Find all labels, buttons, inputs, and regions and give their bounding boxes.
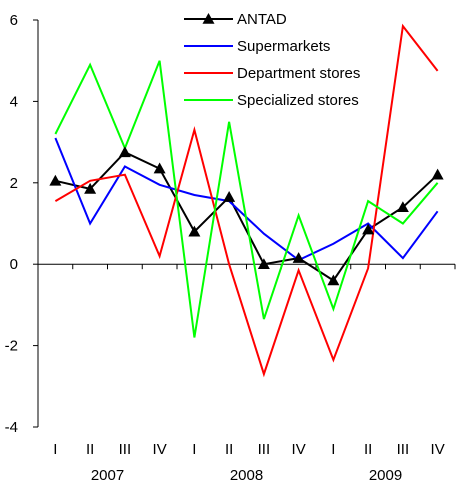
x-tick-label: I <box>331 441 335 458</box>
data-point-marker <box>49 174 62 186</box>
x-tick-label: II <box>364 441 372 458</box>
series-line-department-stores <box>54 23 439 378</box>
data-point-marker <box>257 258 270 269</box>
data-point-marker <box>223 191 236 202</box>
x-tick-label: II <box>86 441 94 458</box>
data-point-marker <box>431 168 444 180</box>
x-group-label: 2008 <box>230 467 263 484</box>
series-line-specialized-stores <box>54 60 439 338</box>
x-tick-label: III <box>258 441 271 458</box>
x-tick-label: III <box>397 441 410 458</box>
legend-label: Supermarkets <box>237 38 330 55</box>
x-tick-label: I <box>53 441 57 458</box>
legend: ANTAD Supermarkets Department stores Specia… <box>184 11 360 109</box>
data-point-marker <box>153 162 166 174</box>
x-group-label: 2007 <box>91 467 124 484</box>
x-tick-label: IV <box>292 441 306 458</box>
legend-label: Specialized stores <box>237 92 359 109</box>
x-tick-label: IV <box>153 441 167 458</box>
y-tick-label: -2 <box>5 338 18 355</box>
data-point-marker <box>118 146 131 158</box>
legend-marker <box>202 13 215 24</box>
x-tick-label: II <box>225 441 233 458</box>
legend-label: Department stores <box>237 65 360 82</box>
data-point-marker <box>362 223 375 235</box>
data-point-marker <box>84 182 97 194</box>
y-tick-label: 6 <box>10 12 18 29</box>
data-point-marker <box>327 274 340 286</box>
data-point-marker <box>292 252 305 263</box>
y-tick-label: -4 <box>5 419 18 436</box>
y-tick-label: 2 <box>10 175 18 192</box>
legend-label: ANTAD <box>237 11 287 28</box>
x-tick-label: IV <box>431 441 445 458</box>
series-layer <box>49 23 444 378</box>
y-tick-label: 4 <box>10 93 18 110</box>
x-group-label: 2009 <box>369 467 402 484</box>
series-line-supermarkets <box>54 137 439 262</box>
x-tick-label: III <box>119 441 132 458</box>
x-tick-label: I <box>192 441 196 458</box>
data-point-marker <box>396 201 409 213</box>
y-tick-label: 0 <box>10 256 18 273</box>
data-point-marker <box>188 225 201 237</box>
